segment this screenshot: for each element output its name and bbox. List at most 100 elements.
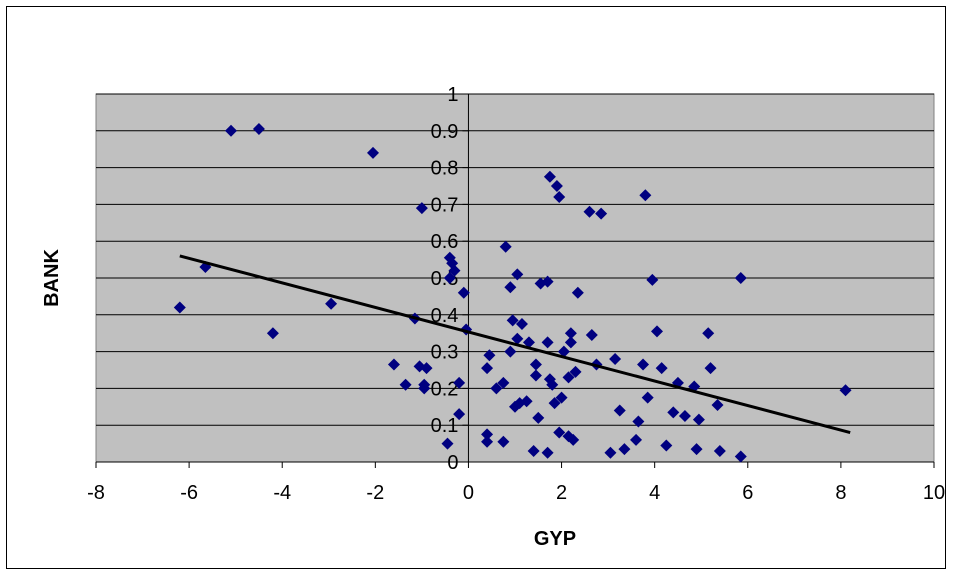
data-point xyxy=(522,336,535,349)
y-tick-label: 0.8 xyxy=(431,158,459,180)
data-point xyxy=(702,327,715,340)
y-tick-label: 0.9 xyxy=(431,121,459,143)
y-tick-label: 0.1 xyxy=(431,415,459,437)
data-point xyxy=(553,191,566,204)
data-point xyxy=(387,358,400,371)
data-point xyxy=(567,433,580,446)
data-point xyxy=(555,391,568,404)
data-point xyxy=(660,439,673,452)
data-point xyxy=(443,251,456,264)
x-tick-label: 2 xyxy=(556,482,567,504)
data-point xyxy=(711,398,724,411)
data-point xyxy=(497,376,510,389)
data-point xyxy=(632,415,645,428)
data-point xyxy=(541,275,554,288)
data-point xyxy=(515,318,528,330)
data-point xyxy=(506,314,519,327)
y-tick-label: 1 xyxy=(447,84,458,106)
x-tick-label: 0 xyxy=(463,482,474,504)
data-point xyxy=(557,345,570,358)
data-point xyxy=(571,286,584,299)
y-tick-label: 0.6 xyxy=(431,231,459,253)
x-tick-label: 10 xyxy=(923,482,945,504)
data-point xyxy=(529,369,542,382)
data-point xyxy=(618,443,631,456)
data-point xyxy=(420,362,433,375)
x-tick-label: 6 xyxy=(742,482,753,504)
data-point xyxy=(532,411,545,424)
x-tick-label: -4 xyxy=(273,482,291,504)
y-axis-title: BANK xyxy=(41,249,63,307)
data-point xyxy=(443,272,456,284)
data-point xyxy=(418,382,431,395)
trendline xyxy=(179,254,851,435)
data-point xyxy=(481,435,494,448)
y-tick-label: 0 xyxy=(447,452,458,474)
data-points xyxy=(173,122,852,463)
data-point xyxy=(453,376,466,389)
data-point xyxy=(529,358,542,371)
data-point xyxy=(499,240,512,253)
data-point xyxy=(483,349,496,362)
x-tick-label: 4 xyxy=(649,482,660,504)
data-point xyxy=(481,428,494,441)
data-point xyxy=(453,408,466,421)
data-point xyxy=(569,365,582,378)
data-point xyxy=(564,327,577,340)
data-point xyxy=(553,426,566,439)
x-tick-label: -6 xyxy=(180,482,198,504)
data-point xyxy=(550,180,563,192)
data-point xyxy=(520,395,533,408)
data-point xyxy=(266,327,279,340)
data-point xyxy=(690,443,703,456)
data-point xyxy=(585,329,598,342)
x-tick-label: -2 xyxy=(366,482,384,504)
data-point xyxy=(504,281,517,294)
y-tick-label: 0.4 xyxy=(431,305,459,327)
data-point xyxy=(490,382,503,395)
data-point xyxy=(497,435,510,448)
data-point xyxy=(252,122,265,135)
data-point xyxy=(367,146,380,159)
data-point xyxy=(609,352,622,365)
data-point xyxy=(734,450,747,463)
data-point xyxy=(637,358,650,371)
data-point xyxy=(630,433,643,446)
data-point xyxy=(546,378,559,391)
x-axis-ticks: -8 -6 -4 -2 0 2 4 6 8 10 xyxy=(87,462,945,504)
y-tick-label: 0.2 xyxy=(431,378,459,400)
data-point xyxy=(639,189,652,202)
data-point xyxy=(511,332,524,345)
data-point xyxy=(704,362,717,375)
data-point xyxy=(325,297,338,310)
data-point xyxy=(457,286,470,299)
data-point xyxy=(839,384,852,397)
y-axis-ticks: 00.10.20.30.40.50.60.70.80.91 xyxy=(431,84,469,474)
data-point xyxy=(527,444,540,457)
data-point xyxy=(641,391,654,404)
data-point xyxy=(511,268,524,281)
data-point xyxy=(734,272,747,284)
data-point xyxy=(441,437,454,450)
data-point xyxy=(667,406,680,419)
x-tick-label: 8 xyxy=(835,482,846,504)
data-point xyxy=(583,205,596,218)
data-point xyxy=(173,301,186,314)
data-point xyxy=(604,446,617,459)
data-point xyxy=(595,207,608,220)
data-point xyxy=(399,378,412,391)
y-tick-label: 0.3 xyxy=(431,342,459,364)
y-tick-label: 0.7 xyxy=(431,194,459,216)
data-point xyxy=(562,371,575,384)
data-point xyxy=(678,410,691,422)
data-point xyxy=(448,264,461,277)
data-point xyxy=(548,397,561,410)
x-tick-label: -8 xyxy=(87,482,105,504)
data-point xyxy=(415,202,428,215)
data-point xyxy=(564,336,577,349)
data-point xyxy=(646,273,659,286)
data-point xyxy=(481,362,494,375)
data-point xyxy=(541,446,554,459)
data-point xyxy=(613,404,626,417)
